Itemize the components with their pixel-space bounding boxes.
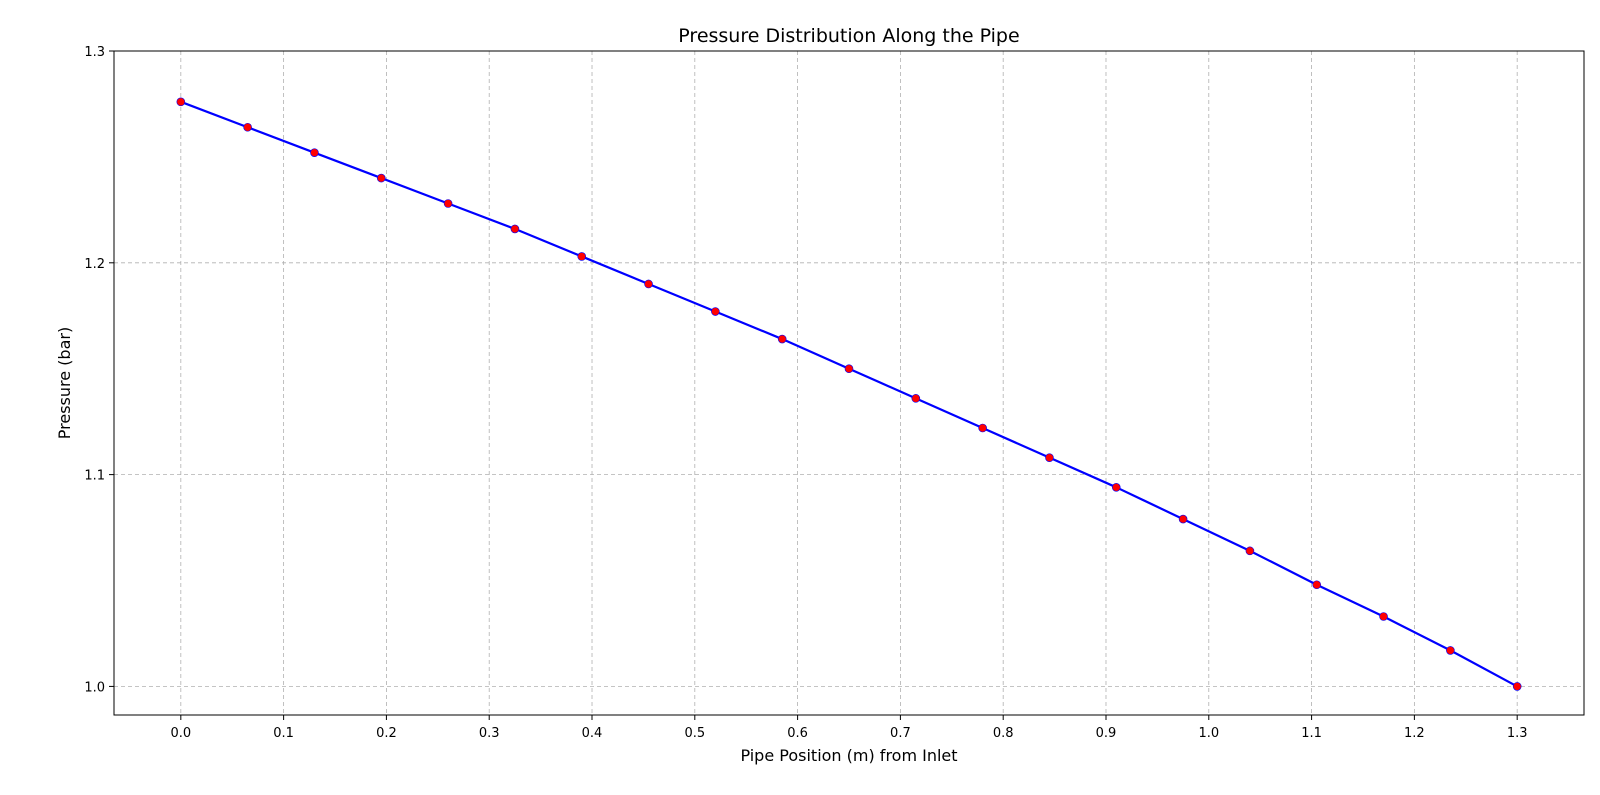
ticks: 0.0 0.1 0.2 0.3 0.4 0.5 0.6 0.7 0.8 0.9 1.0 1.1 1.2 1…: [84, 45, 1527, 741]
data-point: [1178, 514, 1188, 524]
y-tick-label: 1.3: [84, 45, 105, 60]
x-tick-label: 0.2: [376, 726, 397, 741]
x-tick-label: 1.3: [1507, 726, 1528, 741]
x-tick-label: 1.2: [1404, 726, 1425, 741]
x-tick-label: 0.1: [273, 726, 294, 741]
x-tick-label: 1.0: [1198, 726, 1219, 741]
data-point: [1111, 483, 1121, 492]
data-point: [577, 252, 587, 261]
data-point: [777, 334, 787, 344]
data-point: [1245, 546, 1255, 556]
x-tick-label: 0.4: [582, 726, 603, 741]
data-point: [844, 364, 854, 374]
data-point: [243, 122, 252, 132]
data-point: [443, 199, 453, 208]
data-point: [978, 423, 987, 433]
x-tick-label: 0.0: [170, 726, 191, 741]
data-point: [1379, 612, 1388, 621]
data-point: [1446, 646, 1455, 655]
x-tick-label: 0.3: [479, 726, 500, 741]
x-tick-label: 0.5: [684, 726, 705, 741]
x-tick-label: 0.9: [1096, 726, 1117, 741]
data-point: [1312, 580, 1322, 590]
x-tick-label: 0.6: [787, 726, 808, 741]
data-point: [1045, 453, 1054, 462]
data-point: [176, 97, 186, 107]
data-point: [310, 148, 319, 157]
x-tick-label: 1.1: [1301, 726, 1322, 741]
x-axis-title: Pipe Position (m) from Inlet: [740, 746, 957, 765]
data-point: [911, 394, 921, 403]
data-point: [1512, 682, 1522, 691]
x-tick-label: 0.8: [993, 726, 1014, 741]
y-tick-label: 1.1: [84, 469, 105, 484]
data-point: [510, 224, 520, 234]
y-tick-label: 1.2: [84, 257, 105, 272]
chart-title: Pressure Distribution Along the Pipe: [678, 25, 1019, 47]
series-layer: [176, 97, 1522, 691]
x-tick-label: 0.7: [890, 726, 911, 741]
data-point: [711, 307, 720, 316]
y-tick-label: 1.0: [84, 680, 105, 695]
data-point: [644, 279, 653, 289]
y-axis-title: Pressure (bar): [55, 327, 74, 439]
data-point: [376, 173, 386, 183]
plot-area-frame: [113, 50, 1585, 716]
